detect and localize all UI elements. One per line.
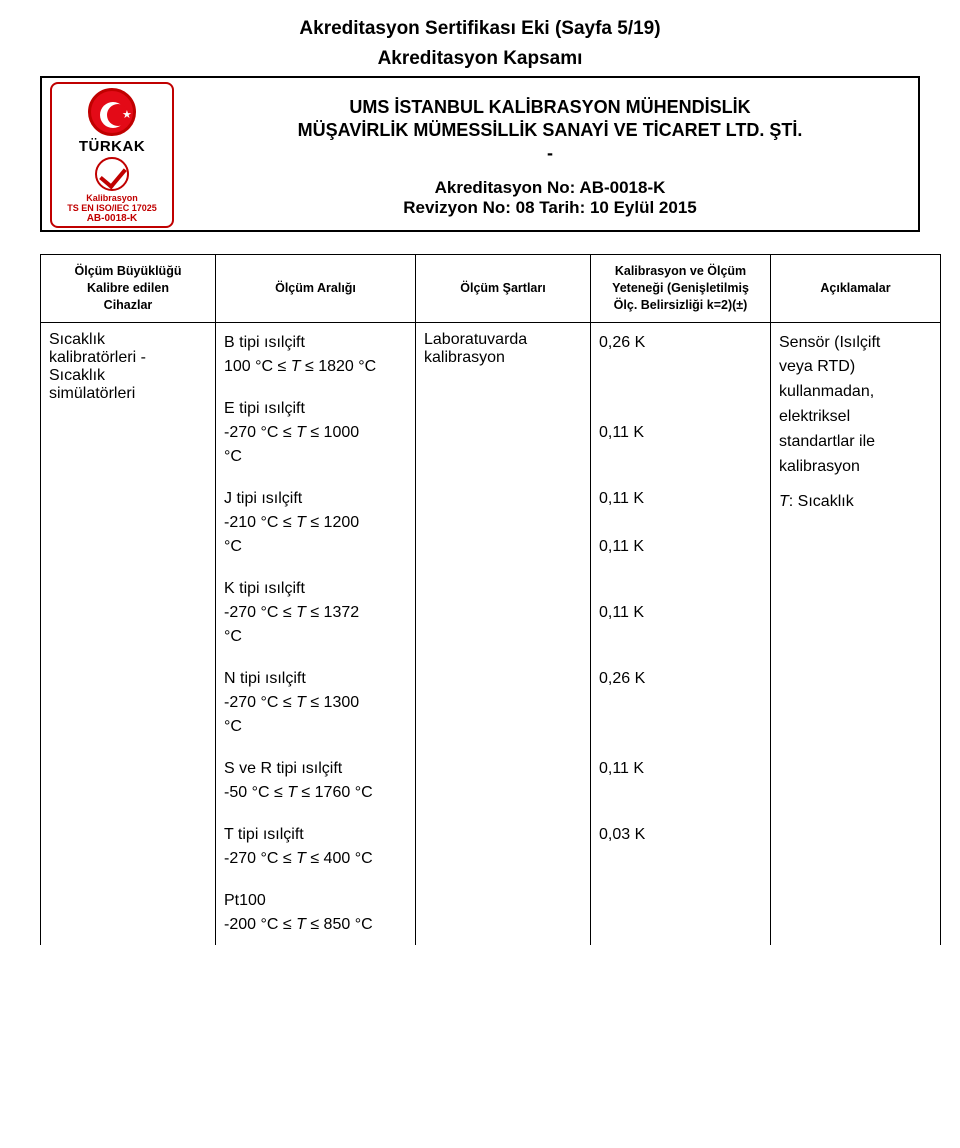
unc-val: 0,26 K xyxy=(599,331,762,355)
range-val: 100 °C ≤ T ≤ 1820 °C xyxy=(224,355,407,379)
range-group: N tipi ısılçift -270 °C ≤ T ≤ 1300 °C xyxy=(224,667,407,739)
org-line1: UMS İSTANBUL KALİBRASYON MÜHENDİSLİK xyxy=(349,97,750,118)
device-l4: simülatörleri xyxy=(49,385,207,403)
table-row: Sıcaklık kalibratörleri - Sıcaklık simül… xyxy=(41,322,941,945)
range-val: -270 °C ≤ T ≤ 1372 xyxy=(224,601,407,625)
logo-iso: TS EN ISO/IEC 17025 xyxy=(56,203,168,213)
range-group: T tipi ısılçift -270 °C ≤ T ≤ 400 °C xyxy=(224,823,407,871)
notes-l1: Sensör (Isılçift xyxy=(779,331,932,356)
range-group: K tipi ısılçift -270 °C ≤ T ≤ 1372 °C xyxy=(224,577,407,649)
unc-val: 0,11 K xyxy=(599,757,762,781)
range-group: B tipi ısılçift 100 °C ≤ T ≤ 1820 °C xyxy=(224,331,407,379)
notes-l5: standartlar ile xyxy=(779,430,932,455)
header-text-cell: UMS İSTANBUL KALİBRASYON MÜHENDİSLİK MÜŞ… xyxy=(182,78,918,230)
unc-val: 0,11 K xyxy=(599,487,762,511)
page-title-l2: Akreditasyon Kapsamı xyxy=(40,48,920,70)
revision: Revizyon No: 08 Tarih: 10 Eylül 2015 xyxy=(403,198,697,218)
range-val: -270 °C ≤ T ≤ 1000 xyxy=(224,421,407,445)
range-group: E tipi ısılçift -270 °C ≤ T ≤ 1000 °C xyxy=(224,397,407,469)
range-val: -210 °C ≤ T ≤ 1200 xyxy=(224,511,407,535)
range-group: Pt100 -200 °C ≤ T ≤ 850 °C xyxy=(224,889,407,937)
unc-val: 0,11 K xyxy=(599,421,762,445)
range-val-unit: °C xyxy=(224,535,407,559)
range-label: T tipi ısılçift xyxy=(224,823,407,847)
dash: - xyxy=(547,143,553,164)
unc-group: 0,26 K xyxy=(599,667,762,739)
title-block: Akreditasyon Sertifikası Eki (Sayfa 5/19… xyxy=(40,18,920,70)
unc-val: 0,03 K xyxy=(599,823,762,847)
notes-l4: elektriksel xyxy=(779,405,932,430)
range-group: S ve R tipi ısılçift -50 °C ≤ T ≤ 1760 °… xyxy=(224,757,407,805)
check-icon xyxy=(95,157,129,191)
notes-block: Sensör (Isılçift veya RTD) kullanmadan, … xyxy=(779,331,932,480)
logo-cal: Kalibrasyon xyxy=(56,193,168,203)
unc-group: 0,03 K xyxy=(599,823,762,871)
unc-group: 0,11 K xyxy=(599,577,762,649)
unc-group: 0,11 K xyxy=(599,397,762,469)
range-label: S ve R tipi ısılçift xyxy=(224,757,407,781)
accred-no: Akreditasyon No: AB-0018-K xyxy=(435,178,666,198)
range-val: -200 °C ≤ T ≤ 850 °C xyxy=(224,913,407,937)
table-header-row: Ölçüm Büyüklüğü Kalibre edilen Cihazlar … xyxy=(41,255,941,323)
cond-l2: kalibrasyon xyxy=(424,349,582,367)
th-device: Ölçüm Büyüklüğü Kalibre edilen Cihazlar xyxy=(41,255,216,323)
cell-notes: Sensör (Isılçift veya RTD) kullanmadan, … xyxy=(771,322,941,945)
range-val: -270 °C ≤ T ≤ 1300 xyxy=(224,691,407,715)
unc-group: 0,26 K xyxy=(599,331,762,379)
range-label: N tipi ısılçift xyxy=(224,667,407,691)
unc-group: 0,11 K xyxy=(599,757,762,805)
page: Akreditasyon Sertifikası Eki (Sayfa 5/19… xyxy=(0,0,960,945)
range-label: E tipi ısılçift xyxy=(224,397,407,421)
unc-val: 0,26 K xyxy=(599,667,762,691)
turkak-logo: ★ TÜRKAK Kalibrasyon TS EN ISO/IEC 17025… xyxy=(50,82,174,228)
cell-device: Sıcaklık kalibratörleri - Sıcaklık simül… xyxy=(41,322,216,945)
th-range: Ölçüm Aralığı xyxy=(216,255,416,323)
logo-ab: AB-0018-K xyxy=(56,213,168,224)
cell-conditions: Laboratuvarda kalibrasyon xyxy=(416,322,591,945)
notes-l3: kullanmadan, xyxy=(779,380,932,405)
range-label: Pt100 xyxy=(224,889,407,913)
device-l1: Sıcaklık xyxy=(49,331,207,349)
range-label: B tipi ısılçift xyxy=(224,331,407,355)
header-box: ★ TÜRKAK Kalibrasyon TS EN ISO/IEC 17025… xyxy=(40,76,920,232)
range-val-unit: °C xyxy=(224,445,407,469)
org-line2: MÜŞAVİRLİK MÜMESSİLLİK SANAYİ VE TİCARET… xyxy=(298,120,803,141)
range-group: J tipi ısılçift -210 °C ≤ T ≤ 1200 °C xyxy=(224,487,407,559)
cond-l1: Laboratuvarda xyxy=(424,331,582,349)
cell-range: B tipi ısılçift 100 °C ≤ T ≤ 1820 °C E t… xyxy=(216,322,416,945)
th-conditions: Ölçüm Şartları xyxy=(416,255,591,323)
unc-val: 0,11 K xyxy=(599,601,762,625)
range-val: -50 °C ≤ T ≤ 1760 °C xyxy=(224,781,407,805)
range-val-unit: °C xyxy=(224,625,407,649)
cell-uncertainty: 0,26 K 0,11 K 0,11 K 0,11 K xyxy=(591,322,771,945)
range-val: -270 °C ≤ T ≤ 400 °C xyxy=(224,847,407,871)
device-l3: Sıcaklık xyxy=(49,367,207,385)
flag-icon: ★ xyxy=(88,88,136,136)
range-val-unit: °C xyxy=(224,715,407,739)
notes-t: T: Sıcaklık xyxy=(779,493,932,511)
device-l2: kalibratörleri - xyxy=(49,349,207,367)
range-label: K tipi ısılçift xyxy=(224,577,407,601)
th-uncertainty: Kalibrasyon ve Ölçüm Yeteneği (Genişleti… xyxy=(591,255,771,323)
notes-l2: veya RTD) xyxy=(779,355,932,380)
th-notes: Açıklamalar xyxy=(771,255,941,323)
notes-l6: kalibrasyon xyxy=(779,455,932,480)
scope-table: Ölçüm Büyüklüğü Kalibre edilen Cihazlar … xyxy=(40,254,941,945)
unc-group: 0,11 K 0,11 K xyxy=(599,487,762,559)
unc-val: 0,11 K xyxy=(599,535,762,559)
logo-brand: TÜRKAK xyxy=(56,138,168,155)
star-icon: ★ xyxy=(122,108,132,121)
range-label: J tipi ısılçift xyxy=(224,487,407,511)
page-title-l1: Akreditasyon Sertifikası Eki (Sayfa 5/19… xyxy=(40,18,920,40)
logo-cell: ★ TÜRKAK Kalibrasyon TS EN ISO/IEC 17025… xyxy=(42,78,182,230)
